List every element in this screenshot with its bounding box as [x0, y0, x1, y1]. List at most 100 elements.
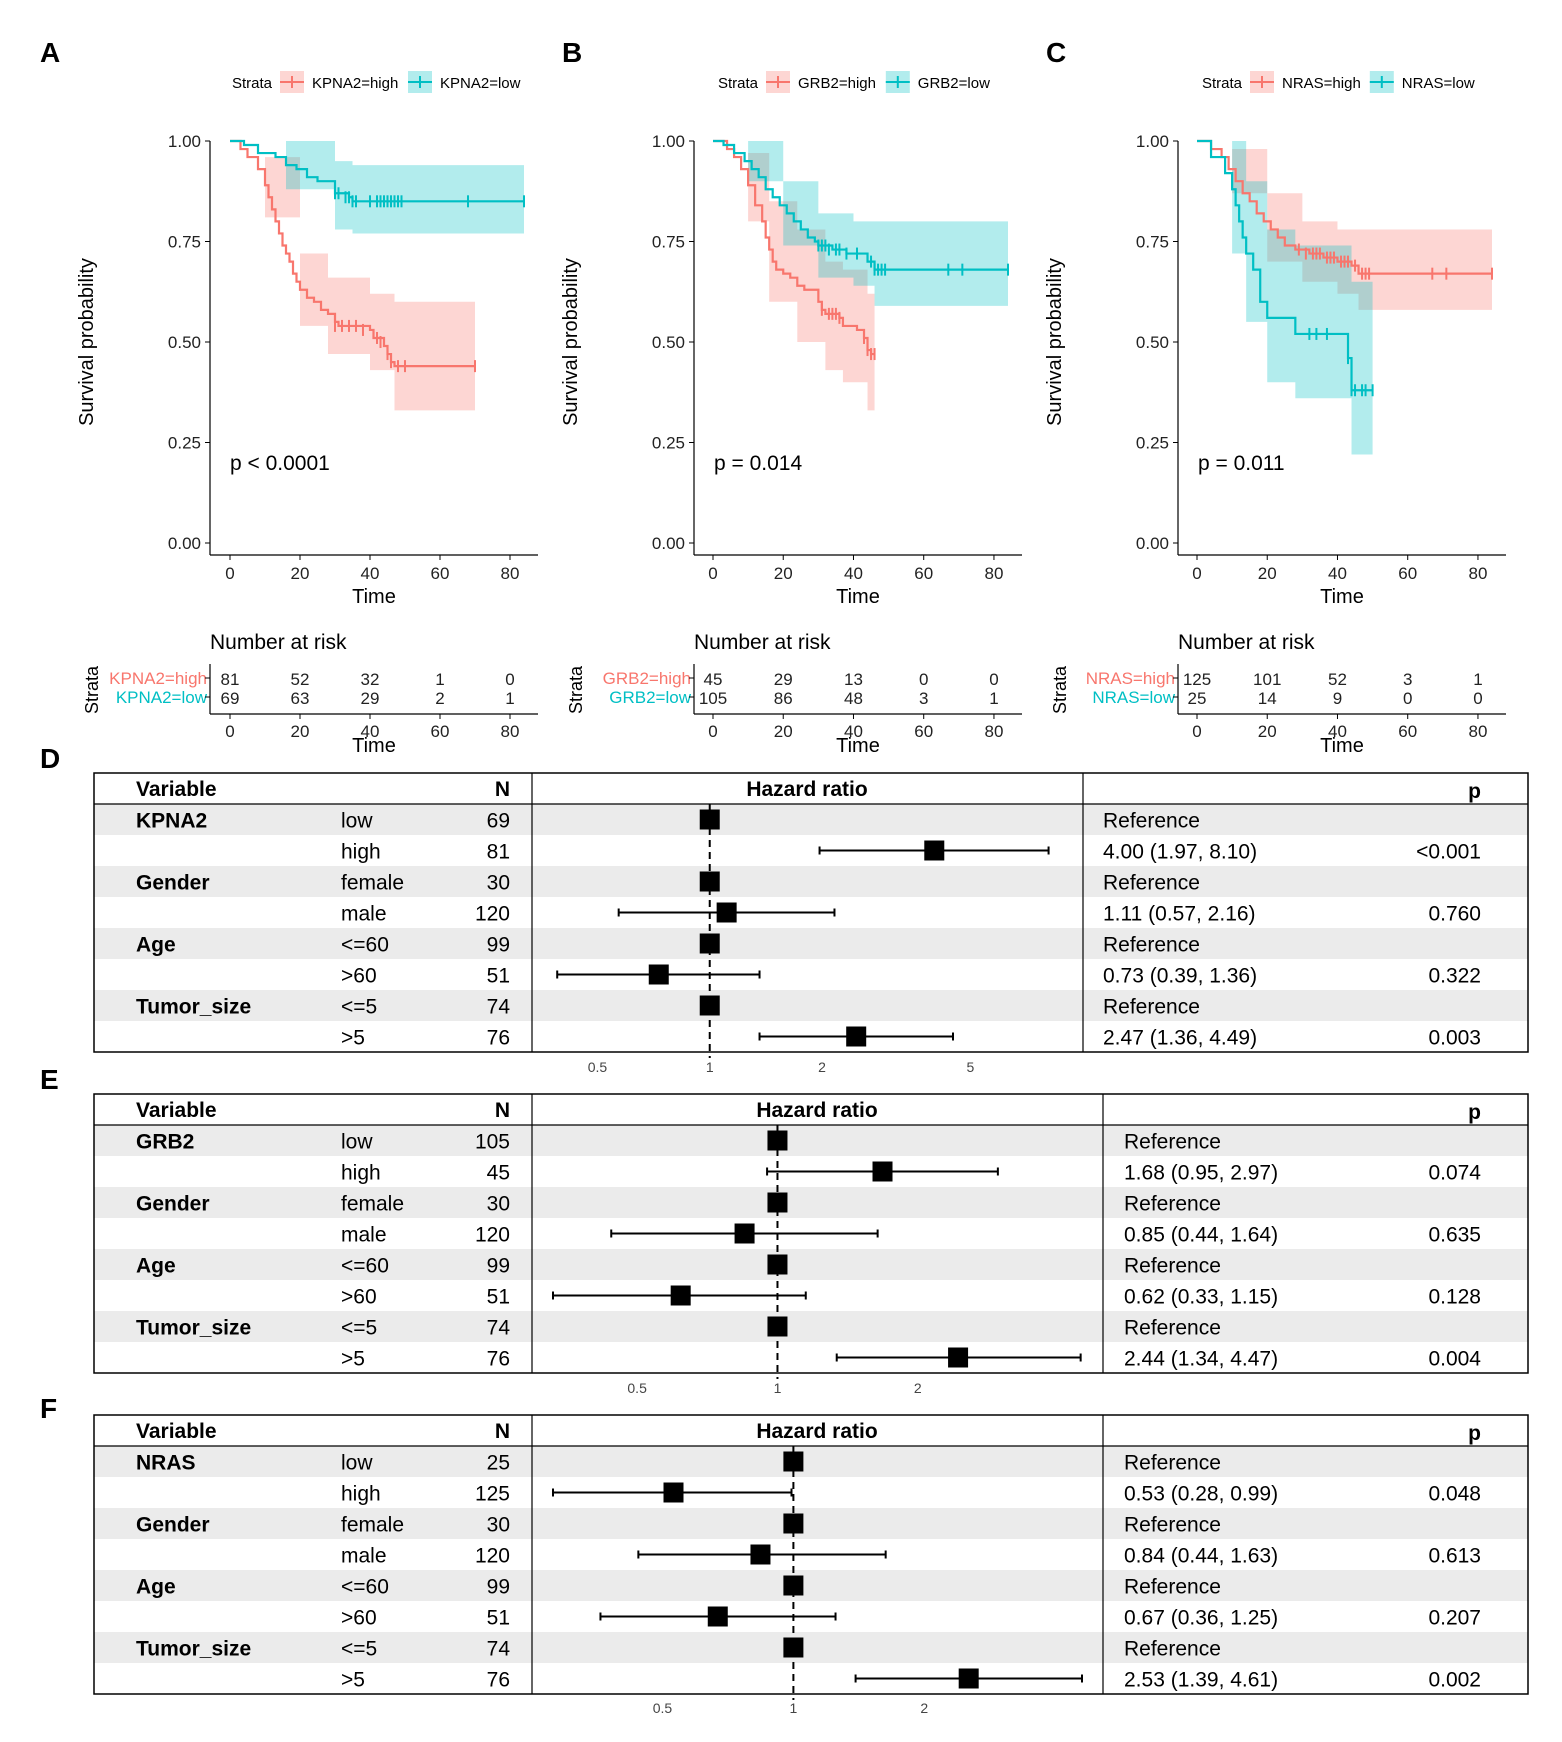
row-n: 76: [487, 1027, 510, 1050]
risk-row-label: KPNA2=high: [109, 669, 207, 688]
risk-value: 0: [989, 670, 998, 689]
header-hazard-ratio: Hazard ratio: [746, 778, 867, 801]
risk-value: 105: [699, 689, 727, 708]
row-level: female: [341, 872, 404, 895]
reference-point: [783, 1637, 804, 1658]
row-stripe: [94, 1125, 1528, 1156]
axis-tick-label: 2: [818, 1059, 826, 1075]
header-n: N: [495, 1099, 510, 1122]
x-tick-label: 80: [1468, 564, 1487, 583]
header-variable: Variable: [136, 778, 217, 801]
row-level: high: [341, 841, 381, 864]
row-n: 51: [487, 965, 510, 988]
reference-point: [699, 933, 720, 954]
y-axis-title: Survival probability: [1044, 258, 1066, 426]
survival-curve: [713, 139, 875, 356]
row-n: 81: [487, 841, 510, 864]
row-variable: Tumor_size: [136, 1638, 251, 1661]
risk-table-title: Number at risk: [1178, 631, 1315, 654]
row-estimate-text: Reference: [1124, 1638, 1221, 1661]
row-n: 51: [487, 1607, 510, 1630]
risk-value: 52: [291, 670, 310, 689]
header-hazard-ratio: Hazard ratio: [756, 1099, 877, 1122]
row-variable: Age: [136, 1255, 176, 1278]
row-level: >60: [341, 1607, 377, 1630]
row-level: male: [341, 1545, 387, 1568]
x-tick-label: 20: [1258, 564, 1277, 583]
risk-value: 2: [435, 689, 444, 708]
reference-point: [767, 1192, 788, 1213]
reference-point: [699, 995, 720, 1016]
survival-curve: [1197, 139, 1373, 392]
hr-point: [958, 1668, 979, 1689]
forest-plot-e: E Variable N Hazard ratio p GRB2 low 105 Referen…: [40, 1064, 1529, 1396]
risk-value: 32: [361, 670, 380, 689]
risk-y-title: Strata: [1050, 665, 1070, 714]
header-p: p: [1468, 1101, 1481, 1124]
risk-value: 48: [844, 689, 863, 708]
row-variable: Age: [136, 1576, 176, 1599]
risk-row-label: KPNA2=low: [116, 688, 208, 707]
risk-x-tick-label: 40: [844, 722, 863, 741]
row-estimate-text: 2.44 (1.34, 4.47): [1124, 1348, 1278, 1371]
row-estimate-text: Reference: [1124, 1452, 1221, 1475]
row-variable: NRAS: [136, 1452, 196, 1475]
row-n: 76: [487, 1669, 510, 1692]
risk-row-label: NRAS=high: [1086, 669, 1175, 688]
axis-tick-label: 0.5: [627, 1380, 647, 1396]
row-stripe: [94, 1446, 1528, 1477]
x-axis-title: Time: [836, 586, 880, 608]
row-level: male: [341, 903, 387, 926]
hr-point: [707, 1606, 728, 1627]
header-n: N: [495, 778, 510, 801]
x-tick-label: 20: [291, 564, 310, 583]
row-p-value: 0.322: [1428, 965, 1481, 988]
forest-plot-d: D Variable N Hazard ratio p KPNA2 low 69 Referen…: [40, 743, 1529, 1075]
row-estimate-text: 0.73 (0.39, 1.36): [1103, 965, 1257, 988]
y-tick-label: 0.25: [168, 434, 201, 453]
row-stripe: [94, 1632, 1528, 1663]
header-variable: Variable: [136, 1099, 217, 1122]
row-level: high: [341, 1162, 381, 1185]
row-n: 45: [487, 1162, 510, 1185]
y-tick-label: 0.00: [168, 534, 201, 553]
x-axis-title: Time: [1320, 586, 1364, 608]
header-hazard-ratio: Hazard ratio: [756, 1420, 877, 1443]
row-variable: Gender: [136, 1514, 210, 1537]
confidence-band: [713, 141, 875, 411]
legend: Strata NRAS=high NRAS=low: [1202, 71, 1475, 93]
y-tick-label: 0.50: [652, 333, 685, 352]
risk-x-tick-label: 80: [501, 722, 520, 741]
x-axis-title: Time: [352, 586, 396, 608]
row-n: 99: [487, 1576, 510, 1599]
row-level: <=60: [341, 934, 389, 957]
row-estimate-text: 1.11 (0.57, 2.16): [1103, 903, 1256, 926]
risk-value: 1: [1473, 670, 1482, 689]
risk-value: 52: [1328, 670, 1347, 689]
risk-value: 25: [1188, 689, 1207, 708]
risk-y-title: Strata: [566, 665, 586, 714]
panel-tag: E: [40, 1064, 59, 1095]
risk-x-tick-label: 40: [361, 722, 380, 741]
row-stripe: [94, 1311, 1528, 1342]
row-estimate-text: 0.53 (0.28, 0.99): [1124, 1483, 1278, 1506]
risk-x-tick-label: 0: [1192, 722, 1201, 741]
row-n: 74: [487, 996, 511, 1019]
row-p-value: 0.004: [1428, 1348, 1481, 1371]
hr-point: [734, 1223, 755, 1244]
y-tick-label: 0.25: [652, 434, 685, 453]
risk-value: 101: [1253, 670, 1281, 689]
legend-title: Strata: [718, 75, 759, 92]
row-level: >60: [341, 1286, 377, 1309]
row-level: >60: [341, 965, 377, 988]
y-tick-label: 0.75: [652, 233, 685, 252]
table-frame: [93, 1414, 1529, 1695]
legend-label: GRB2=low: [918, 75, 990, 92]
row-estimate-text: Reference: [1124, 1576, 1221, 1599]
risk-x-axis-title: Time: [352, 735, 396, 757]
risk-value: 69: [221, 689, 240, 708]
x-tick-label: 80: [984, 564, 1003, 583]
x-tick-label: 60: [914, 564, 933, 583]
row-n: 30: [487, 1514, 510, 1537]
